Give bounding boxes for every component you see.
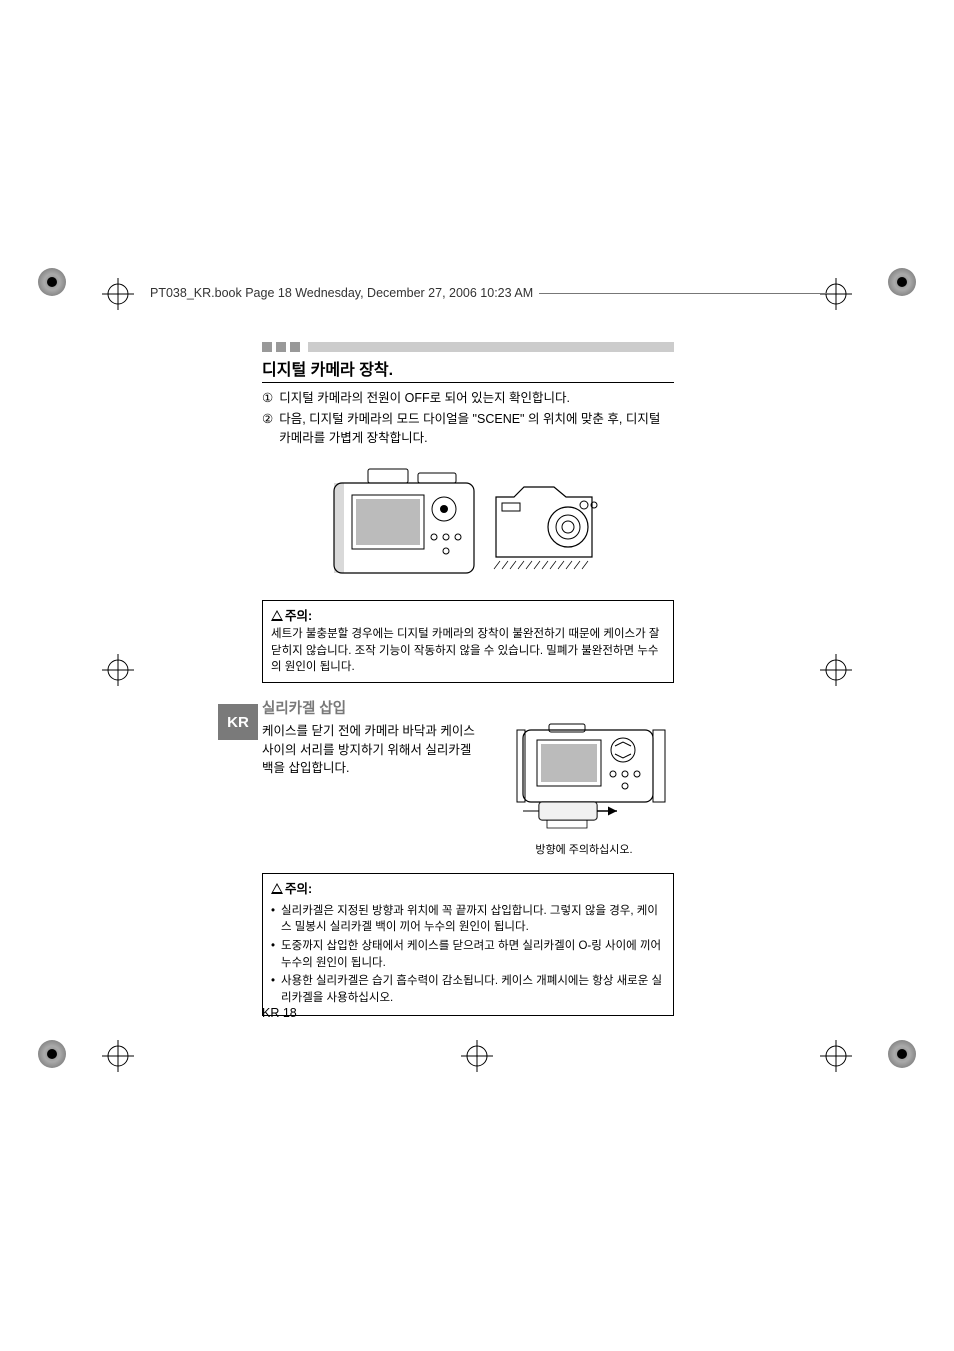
bullet-text: 사용한 실리카겔은 습기 흡수력이 감소됩니다. 케이스 개폐시에는 항상 새로… [281, 973, 665, 1006]
step-number: ① [262, 389, 273, 408]
caution-label: 주의: [285, 609, 312, 623]
silicagel-figure: 방향에 주의하십시오. [494, 722, 674, 857]
page-header: PT038_KR.book Page 18 Wednesday, Decembe… [150, 286, 834, 300]
warning-icon [271, 610, 283, 621]
bullet-icon: • [271, 938, 275, 971]
subsection-row: 케이스를 닫기 전에 카메라 바닥과 케이스 사이의 서리를 방지하기 위해서 … [262, 722, 674, 857]
step-list: ① 디지털 카메라의 전원이 OFF로 되어 있는지 확인합니다. ② 다음, … [262, 389, 674, 447]
crosshair-mark [102, 1040, 134, 1072]
reg-mark [38, 268, 66, 296]
subsection-text: 케이스를 닫기 전에 카메라 바닥과 케이스 사이의 서리를 방지하기 위해서 … [262, 722, 484, 857]
caution-box: 주의: 세트가 불충분할 경우에는 디지털 카메라의 장착이 불완전하기 때문에… [262, 600, 674, 683]
bullet-text: 도중까지 삽입한 상태에서 케이스를 닫으려고 하면 실리카겔이 O-링 사이에… [281, 938, 665, 971]
crosshair-mark [820, 1040, 852, 1072]
list-item: • 도중까지 삽입한 상태에서 케이스를 닫으려고 하면 실리카겔이 O-링 사… [271, 938, 665, 971]
section-title: 디지털 카메라 장착. [262, 356, 674, 383]
page-number: KR 18 [262, 1006, 297, 1020]
camera-mount-figure [262, 459, 674, 584]
subsection-title: 실리카겔 삽입 [262, 697, 674, 718]
bullet-icon: • [271, 973, 275, 1006]
page-content: 디지털 카메라 장착. ① 디지털 카메라의 전원이 OFF로 되어 있는지 확… [262, 342, 674, 1030]
header-rule [539, 293, 828, 294]
crosshair-mark [820, 654, 852, 686]
step-number: ② [262, 410, 273, 448]
list-item: • 실리카겔은 지정된 방향과 위치에 꼭 끝까지 삽입합니다. 그렇지 않을 … [271, 903, 665, 936]
step-text: 디지털 카메라의 전원이 OFF로 되어 있는지 확인합니다. [279, 389, 674, 408]
reg-mark [38, 1040, 66, 1068]
step-item: ② 다음, 디지털 카메라의 모드 다이얼을 "SCENE" 의 위치에 맞춘 … [262, 410, 674, 448]
language-tab: KR [218, 704, 258, 740]
bullet-list: • 실리카겔은 지정된 방향과 위치에 꼭 끝까지 삽입합니다. 그렇지 않을 … [271, 903, 665, 1007]
list-item: • 사용한 실리카겔은 습기 흡수력이 감소됩니다. 케이스 개폐시에는 항상 … [271, 973, 665, 1006]
reg-mark [888, 1040, 916, 1068]
crosshair-mark [102, 278, 134, 310]
section-decor-bar [262, 342, 674, 352]
crosshair-mark [102, 654, 134, 686]
reg-mark [888, 268, 916, 296]
figure-caption: 방향에 주의하십시오. [494, 841, 674, 857]
bullet-icon: • [271, 903, 275, 936]
step-item: ① 디지털 카메라의 전원이 OFF로 되어 있는지 확인합니다. [262, 389, 674, 408]
caution-box: 주의: • 실리카겔은 지정된 방향과 위치에 꼭 끝까지 삽입합니다. 그렇지… [262, 873, 674, 1016]
caution-text: 세트가 불충분할 경우에는 디지털 카메라의 장착이 불완전하기 때문에 케이스… [271, 626, 665, 676]
caution-label: 주의: [285, 882, 312, 896]
bullet-text: 실리카겔은 지정된 방향과 위치에 꼭 끝까지 삽입합니다. 그렇지 않을 경우… [281, 903, 665, 936]
header-text: PT038_KR.book Page 18 Wednesday, Decembe… [150, 286, 533, 300]
warning-icon [271, 883, 283, 894]
step-text: 다음, 디지털 카메라의 모드 다이얼을 "SCENE" 의 위치에 맞춘 후,… [279, 410, 674, 448]
crosshair-mark [461, 1040, 493, 1072]
